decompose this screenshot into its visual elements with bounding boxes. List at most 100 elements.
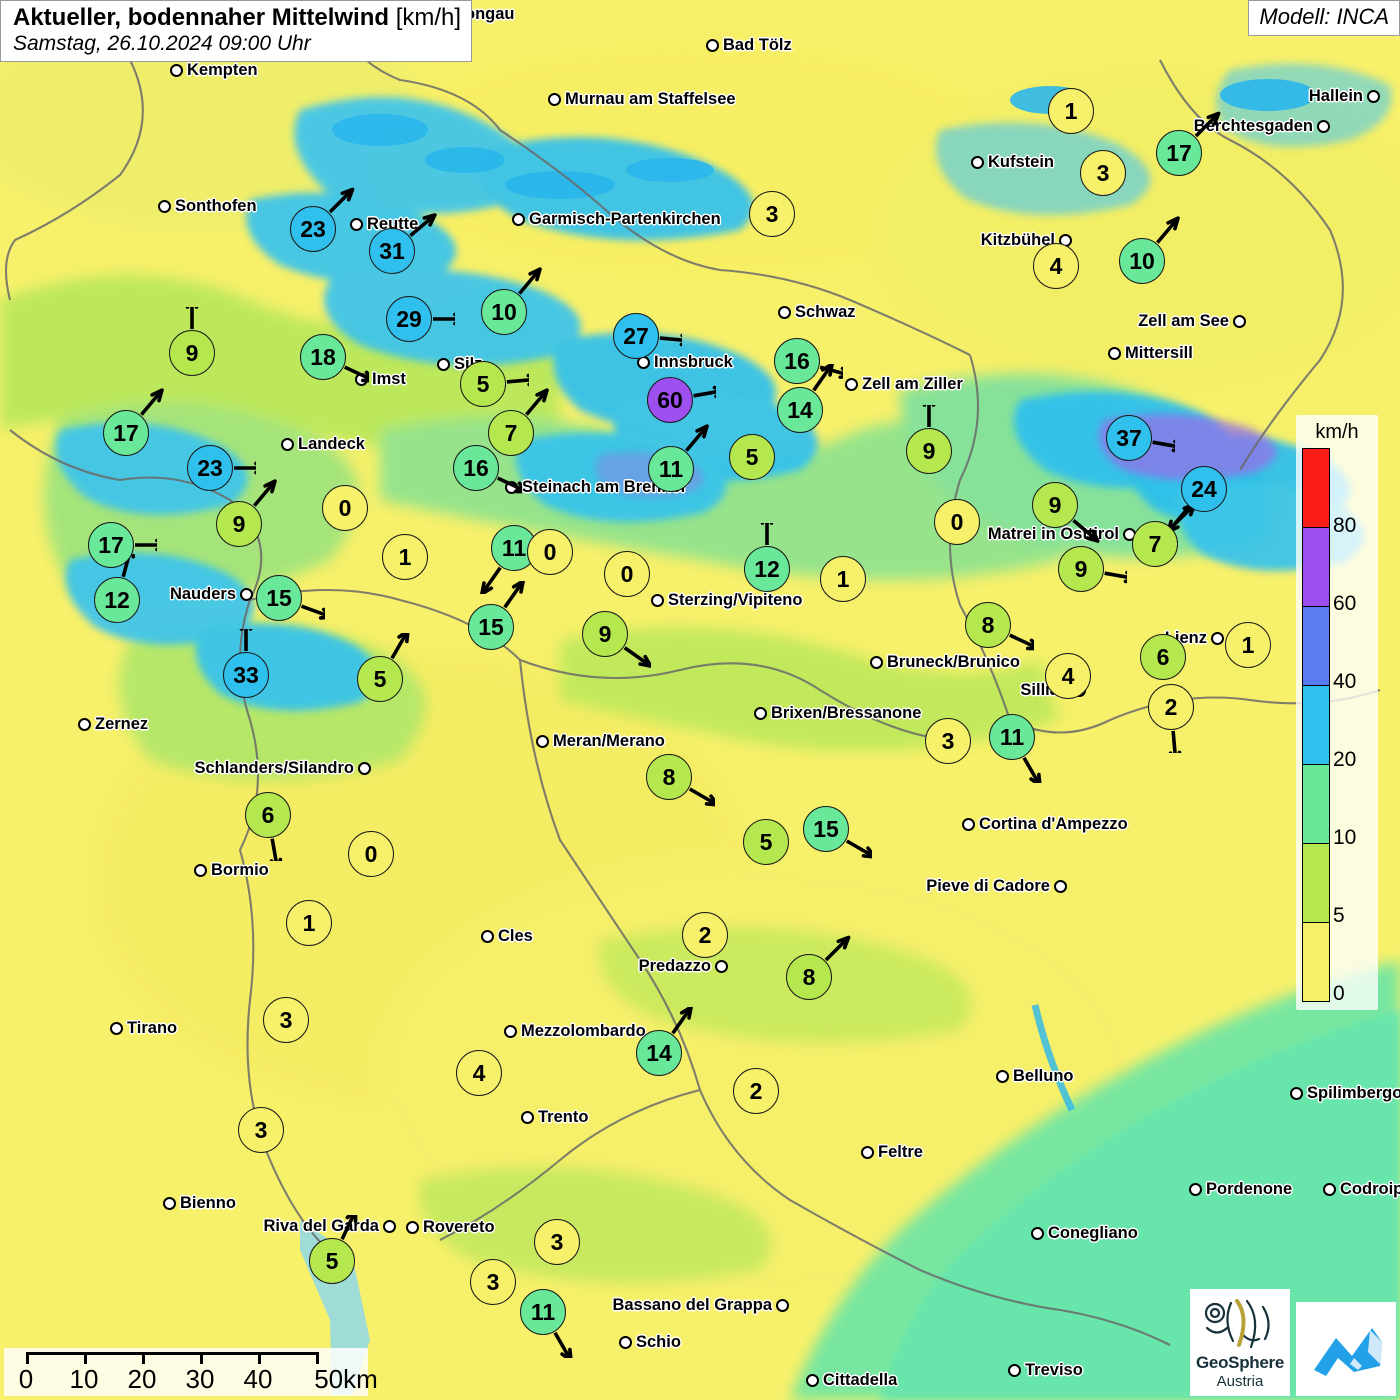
station-marker[interactable]: 3	[749, 191, 795, 237]
city-label: Schwaz	[778, 303, 856, 322]
partner-logo[interactable]	[1296, 1302, 1396, 1396]
station-marker[interactable]: 17	[1156, 130, 1202, 176]
station-marker[interactable]: 23	[290, 206, 336, 252]
station-marker[interactable]: 12	[744, 546, 790, 592]
city-name: Trento	[538, 1108, 589, 1126]
station-marker[interactable]: 12	[94, 577, 140, 623]
station-marker[interactable]: 14	[636, 1030, 682, 1076]
station-marker[interactable]: 5	[460, 361, 506, 407]
city-name: Cles	[498, 927, 533, 945]
station-marker[interactable]: 5	[309, 1238, 355, 1284]
legend-tick: 5	[1333, 904, 1345, 927]
city-marker-dot	[778, 306, 791, 319]
city-label: Hallein	[1309, 87, 1380, 106]
city-label: Cles	[481, 927, 533, 946]
station-marker[interactable]: 29	[386, 296, 432, 342]
station-marker[interactable]: 1	[1048, 88, 1094, 134]
station-marker[interactable]: 0	[348, 831, 394, 877]
station-marker[interactable]: 9	[906, 428, 952, 474]
station-marker[interactable]: 15	[803, 806, 849, 852]
station-marker[interactable]: 6	[245, 792, 291, 838]
station-marker[interactable]: 9	[216, 501, 262, 547]
station-marker[interactable]: 9	[169, 330, 215, 376]
city-name: Steinach am Brenner	[522, 478, 688, 496]
city-name: Mezzolombardo	[521, 1022, 646, 1040]
station-marker[interactable]: 5	[357, 656, 403, 702]
city-marker-dot	[281, 438, 294, 451]
city-label: Mittersill	[1108, 344, 1193, 363]
station-marker[interactable]: 3	[263, 997, 309, 1043]
station-marker[interactable]: 8	[965, 602, 1011, 648]
station-marker[interactable]: 1	[286, 900, 332, 946]
station-marker[interactable]: 3	[470, 1259, 516, 1305]
station-marker[interactable]: 0	[322, 485, 368, 531]
station-marker[interactable]: 0	[934, 499, 980, 545]
station-marker[interactable]: 2	[733, 1068, 779, 1114]
city-name: Feltre	[878, 1143, 923, 1161]
station-marker[interactable]: 10	[1119, 238, 1165, 284]
station-marker[interactable]: 1	[382, 534, 428, 580]
city-marker-dot	[406, 1221, 419, 1234]
station-marker[interactable]: 16	[453, 445, 499, 491]
legend-tick: 0	[1333, 982, 1345, 1005]
station-marker[interactable]: 3	[534, 1219, 580, 1265]
station-marker[interactable]: 2	[682, 912, 728, 958]
station-marker[interactable]: 1	[1225, 622, 1271, 668]
station-marker[interactable]: 17	[103, 410, 149, 456]
city-marker-dot	[548, 93, 561, 106]
legend-colorbar: km/h 80 60 40 20 10 5 0	[1296, 415, 1378, 1010]
geosphere-name-line2: Austria	[1216, 1373, 1264, 1390]
station-marker[interactable]: 31	[369, 228, 415, 274]
station-marker[interactable]: 3	[1080, 150, 1126, 196]
station-marker[interactable]: 24	[1181, 466, 1227, 512]
station-marker[interactable]: 3	[238, 1107, 284, 1153]
station-marker[interactable]: 5	[729, 434, 775, 480]
geosphere-logo[interactable]: GeoSphere Austria	[1190, 1289, 1290, 1396]
station-marker[interactable]: 0	[527, 529, 573, 575]
city-label: Pordenone	[1189, 1180, 1292, 1199]
station-marker[interactable]: 33	[223, 652, 269, 698]
station-marker[interactable]: 27	[613, 313, 659, 359]
station-marker[interactable]: 4	[1045, 653, 1091, 699]
scale-tick-label: 0	[18, 1364, 34, 1394]
station-marker[interactable]: 15	[468, 604, 514, 650]
city-marker-dot	[78, 718, 91, 731]
station-marker[interactable]: 8	[786, 954, 832, 1000]
station-marker[interactable]: 7	[1132, 521, 1178, 567]
station-marker[interactable]: 4	[1033, 243, 1079, 289]
station-marker[interactable]: 11	[648, 446, 694, 492]
station-marker[interactable]: 8	[646, 754, 692, 800]
station-marker[interactable]: 4	[456, 1050, 502, 1096]
station-marker[interactable]: 9	[582, 611, 628, 657]
station-marker[interactable]: 2	[1148, 684, 1194, 730]
station-marker[interactable]: 3	[925, 718, 971, 764]
city-marker-dot	[845, 378, 858, 391]
station-marker[interactable]: 6	[1140, 634, 1186, 680]
city-label: Garmisch-Partenkirchen	[512, 210, 721, 229]
station-marker[interactable]: 17	[88, 522, 134, 568]
station-marker[interactable]: 14	[777, 387, 823, 433]
station-marker[interactable]: 9	[1032, 482, 1078, 528]
city-marker-dot	[1031, 1227, 1044, 1240]
station-marker[interactable]: 0	[604, 551, 650, 597]
station-marker[interactable]: 16	[774, 338, 820, 384]
scale-tick	[200, 1352, 203, 1364]
station-marker[interactable]: 9	[1058, 546, 1104, 592]
station-marker[interactable]: 18	[300, 334, 346, 380]
station-marker[interactable]: 5	[743, 819, 789, 865]
city-name: Cittadella	[823, 1371, 898, 1389]
station-marker[interactable]: 7	[488, 410, 534, 456]
station-marker[interactable]: 23	[187, 445, 233, 491]
station-marker[interactable]: 37	[1106, 415, 1152, 461]
city-marker-dot	[962, 818, 975, 831]
city-marker-dot	[619, 1336, 632, 1349]
station-marker[interactable]: 11	[520, 1289, 566, 1335]
city-marker-dot	[383, 1220, 396, 1233]
station-marker[interactable]: 60	[647, 377, 693, 423]
station-marker[interactable]: 15	[256, 575, 302, 621]
station-marker[interactable]: 11	[989, 714, 1035, 760]
station-marker[interactable]: 10	[481, 289, 527, 335]
station-marker[interactable]: 1	[820, 556, 866, 602]
city-name: Zell am See	[1138, 312, 1229, 330]
